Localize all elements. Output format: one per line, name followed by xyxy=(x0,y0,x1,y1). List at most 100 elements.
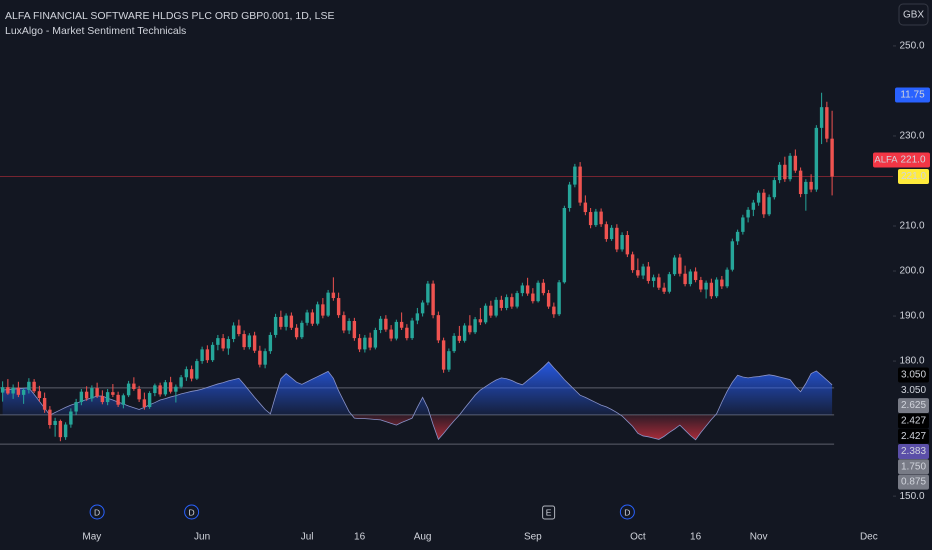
scale-label: 2.383 xyxy=(901,446,926,457)
candle-body xyxy=(751,202,756,210)
candle-body xyxy=(772,180,777,198)
candle-body xyxy=(326,292,330,316)
candle-body xyxy=(363,337,367,350)
candle-body xyxy=(583,202,588,213)
scale-label-bg xyxy=(898,428,929,444)
candle-body xyxy=(137,388,141,400)
candle-body xyxy=(368,337,372,348)
candle-body xyxy=(105,392,110,403)
candle-body xyxy=(58,420,63,438)
candle-body xyxy=(625,235,630,255)
scale-label: 3.050 xyxy=(901,370,926,381)
marker-label: 11.75 xyxy=(900,90,925,101)
candle-body xyxy=(515,293,519,307)
candle-body xyxy=(79,391,84,403)
candle-body xyxy=(814,127,819,190)
symbol-tag-name: ALFA xyxy=(874,155,898,166)
candle-body xyxy=(74,402,78,412)
candle-body xyxy=(783,164,787,180)
candle-body xyxy=(116,394,120,405)
symbol-tag-value: 221.0 xyxy=(900,155,925,166)
candle-body xyxy=(462,325,467,341)
candle-body xyxy=(699,280,703,290)
y-tick-label: 150.0 xyxy=(899,491,924,502)
currency-button[interactable] xyxy=(898,3,929,26)
candle-body xyxy=(657,277,661,288)
candle-body xyxy=(342,315,346,331)
candle-body xyxy=(478,319,483,323)
scale-label-bg xyxy=(898,474,929,490)
scale-label-bg xyxy=(898,413,929,429)
candle-body xyxy=(510,297,514,307)
candle-body xyxy=(378,318,383,331)
candle-body xyxy=(489,305,493,316)
candle-body xyxy=(242,334,246,348)
candle-body xyxy=(436,315,441,341)
candle-body xyxy=(762,192,766,215)
candle-body xyxy=(90,388,94,399)
currency[interactable]: GBX xyxy=(903,10,924,21)
candle-body xyxy=(420,302,425,314)
y-tick-label: 190.0 xyxy=(899,311,924,322)
candle-body xyxy=(405,327,409,339)
y-tick-label: 210.0 xyxy=(899,221,924,232)
candle-body xyxy=(399,321,404,328)
last-price-label-bg xyxy=(898,168,929,184)
candle-body xyxy=(0,387,5,393)
candle-body xyxy=(620,235,624,250)
candle-body xyxy=(258,350,262,365)
candle-body xyxy=(384,318,388,330)
candle-body xyxy=(205,349,210,361)
candle-body xyxy=(347,321,351,331)
candle-body xyxy=(630,254,635,271)
candle-body xyxy=(415,313,420,321)
candle-body xyxy=(520,285,525,294)
candle-body xyxy=(373,330,378,348)
marker-label-bg xyxy=(895,87,930,103)
candle-body xyxy=(216,338,220,345)
candle-body xyxy=(468,325,472,333)
candle-body xyxy=(168,382,173,392)
candle-body xyxy=(431,283,435,316)
candle-body xyxy=(210,344,215,361)
scale-label: 2.427 xyxy=(901,431,926,442)
candle-body xyxy=(63,424,68,438)
candle-body xyxy=(678,257,682,274)
candle-body xyxy=(594,211,598,226)
x-tick-label: Sep xyxy=(524,532,542,543)
candle-body xyxy=(499,299,504,308)
candle-body xyxy=(226,339,231,349)
candle-body xyxy=(562,208,567,283)
candle-body xyxy=(804,181,808,195)
candle-body xyxy=(426,283,430,303)
candle-body xyxy=(200,349,204,362)
candle-body xyxy=(179,377,183,387)
candle-body xyxy=(452,335,456,352)
candle-body xyxy=(310,312,315,324)
event-dividend xyxy=(184,504,200,520)
candle-body xyxy=(788,155,792,180)
candle-body xyxy=(237,325,241,335)
candle-body xyxy=(536,282,540,302)
scale-label: 2.625 xyxy=(901,400,926,411)
candle-body xyxy=(84,391,89,399)
candle-body xyxy=(735,231,740,242)
candle-body xyxy=(394,321,399,339)
candle-body xyxy=(609,227,614,240)
candle-body xyxy=(473,319,477,333)
candle-body xyxy=(195,361,199,379)
candle-body xyxy=(174,386,178,392)
candle-body xyxy=(667,274,672,292)
chart-title: ALFA FINANCIAL SOFTWARE HLDGS PLC ORD GB… xyxy=(5,10,335,22)
y-tick-label: 200.0 xyxy=(899,266,924,277)
candle-body xyxy=(100,396,105,403)
y-tick-label: 250.0 xyxy=(899,41,924,52)
candle-body xyxy=(121,395,126,405)
x-tick-label: Nov xyxy=(750,532,768,543)
y-tick-label: 180.0 xyxy=(899,356,924,367)
candle-body xyxy=(447,351,451,370)
candle-body xyxy=(688,271,693,285)
candle-body xyxy=(504,297,509,308)
